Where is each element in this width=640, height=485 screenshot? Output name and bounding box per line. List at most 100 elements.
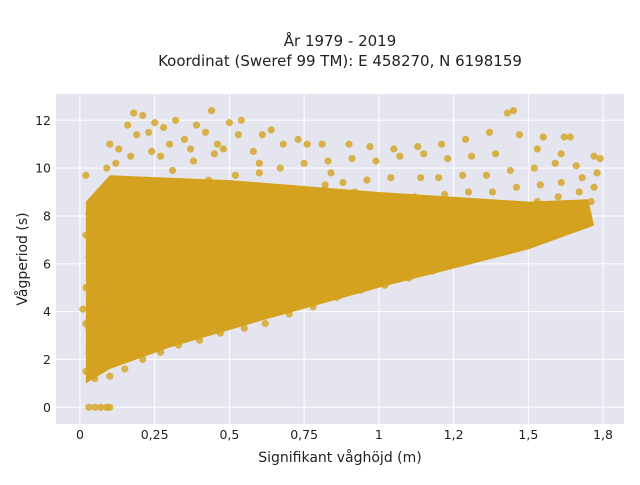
data-point-0-155 [345, 200, 353, 208]
data-point-0-147 [324, 157, 332, 165]
data-point-0-167 [366, 143, 374, 151]
data-point-0-242 [587, 198, 595, 206]
x-tick-label-7: 1,8 [593, 427, 613, 442]
x-tick-label-3: 0,75 [290, 427, 318, 442]
data-point-0-89 [198, 310, 207, 318]
data-point-0-201 [476, 253, 485, 261]
data-point-0-86 [192, 121, 201, 129]
data-point-0-192 [438, 140, 446, 148]
data-point-0-30 [109, 300, 117, 308]
y-tick-label-2: 4 [43, 304, 51, 319]
data-point-0-172 [390, 217, 398, 225]
data-point-0-163 [366, 219, 374, 227]
data-point-0-97 [207, 107, 216, 115]
data-point-0-232 [560, 133, 568, 141]
data-point-0-231 [551, 159, 559, 167]
y-tick-label-1: 2 [43, 352, 51, 367]
data-point-0-146 [321, 181, 329, 189]
data-point-0-169 [381, 281, 389, 289]
data-point-0-168 [360, 231, 368, 239]
x-axis-title: Signifikant våghöjd (m) [258, 449, 421, 466]
data-point-0-152 [336, 272, 344, 280]
data-point-0-74 [160, 123, 168, 132]
data-point-0-52 [139, 355, 147, 363]
data-point-0-150 [312, 219, 320, 227]
data-point-0-106 [231, 171, 239, 179]
data-point-0-15 [91, 375, 99, 383]
data-point-0-43 [124, 269, 132, 277]
data-point-0-144 [318, 229, 326, 237]
data-point-0-115 [246, 219, 254, 227]
data-point-0-61 [145, 128, 153, 136]
data-point-0-236 [572, 200, 580, 208]
y-axis-title: Vågperiod (s) [14, 212, 31, 305]
data-point-0-136 [297, 186, 305, 194]
data-point-0-221 [533, 198, 541, 206]
data-point-0-81 [178, 236, 186, 244]
data-point-0-63 [151, 119, 159, 127]
data-point-0-10 [85, 253, 93, 261]
data-point-0-122 [264, 293, 272, 301]
y-tick-label-5: 10 [35, 161, 51, 176]
data-point-0-79 [180, 288, 189, 297]
data-point-0-206 [482, 171, 491, 179]
data-point-0-96 [201, 128, 210, 136]
x-tick-label-2: 0,5 [219, 427, 239, 442]
data-point-0-229 [554, 193, 562, 201]
data-point-0-119 [258, 131, 266, 139]
data-point-0-186 [432, 248, 440, 256]
data-point-0-137 [300, 159, 308, 167]
data-point-0-20 [94, 260, 102, 268]
data-point-0-239 [572, 162, 580, 170]
data-point-0-200 [462, 135, 470, 143]
data-point-0-22 [100, 212, 108, 220]
data-point-0-60 [148, 147, 156, 155]
data-point-0-105 [225, 198, 233, 206]
data-point-0-45 [124, 214, 132, 222]
data-point-0-185 [429, 267, 437, 275]
data-point-0-8 [79, 305, 87, 313]
data-point-0-48 [133, 131, 141, 139]
data-point-0-240 [566, 133, 574, 141]
data-point-0-173 [393, 195, 401, 203]
y-tick-label-3: 6 [43, 256, 51, 271]
data-point-0-18 [94, 308, 102, 316]
data-point-0-37 [106, 140, 114, 148]
data-point-0-101 [219, 303, 227, 311]
data-point-0-4 [106, 403, 114, 411]
data-point-0-138 [294, 135, 302, 143]
data-point-0-117 [255, 169, 263, 177]
data-point-0-162 [363, 243, 371, 251]
data-point-0-58 [151, 202, 159, 210]
data-point-0-114 [249, 245, 257, 253]
x-tick-label-5: 1,2 [444, 427, 464, 442]
data-point-0-197 [464, 188, 473, 196]
data-point-0-174 [387, 174, 395, 182]
data-point-0-76 [157, 152, 165, 160]
data-point-0-34 [109, 193, 117, 201]
data-point-0-77 [175, 341, 183, 349]
data-point-0-177 [405, 274, 413, 282]
data-point-0-194 [456, 243, 464, 251]
data-point-0-204 [485, 205, 494, 213]
data-point-0-31 [112, 274, 120, 282]
data-point-0-149 [327, 169, 335, 177]
data-point-0-70 [166, 221, 174, 230]
data-point-0-158 [345, 140, 353, 148]
data-point-0-187 [435, 229, 443, 237]
data-point-0-66 [160, 324, 168, 332]
data-point-0-179 [411, 233, 419, 242]
data-point-0-199 [467, 152, 476, 160]
data-point-0-0 [85, 403, 93, 411]
data-point-0-23 [100, 188, 108, 196]
data-point-0-214 [506, 166, 514, 175]
data-point-0-83 [183, 183, 192, 191]
data-point-0-25 [97, 248, 105, 256]
data-point-0-124 [267, 241, 275, 249]
data-points [79, 107, 604, 411]
data-point-0-12 [85, 210, 93, 218]
data-point-0-27 [106, 372, 114, 380]
data-point-0-98 [213, 140, 221, 148]
